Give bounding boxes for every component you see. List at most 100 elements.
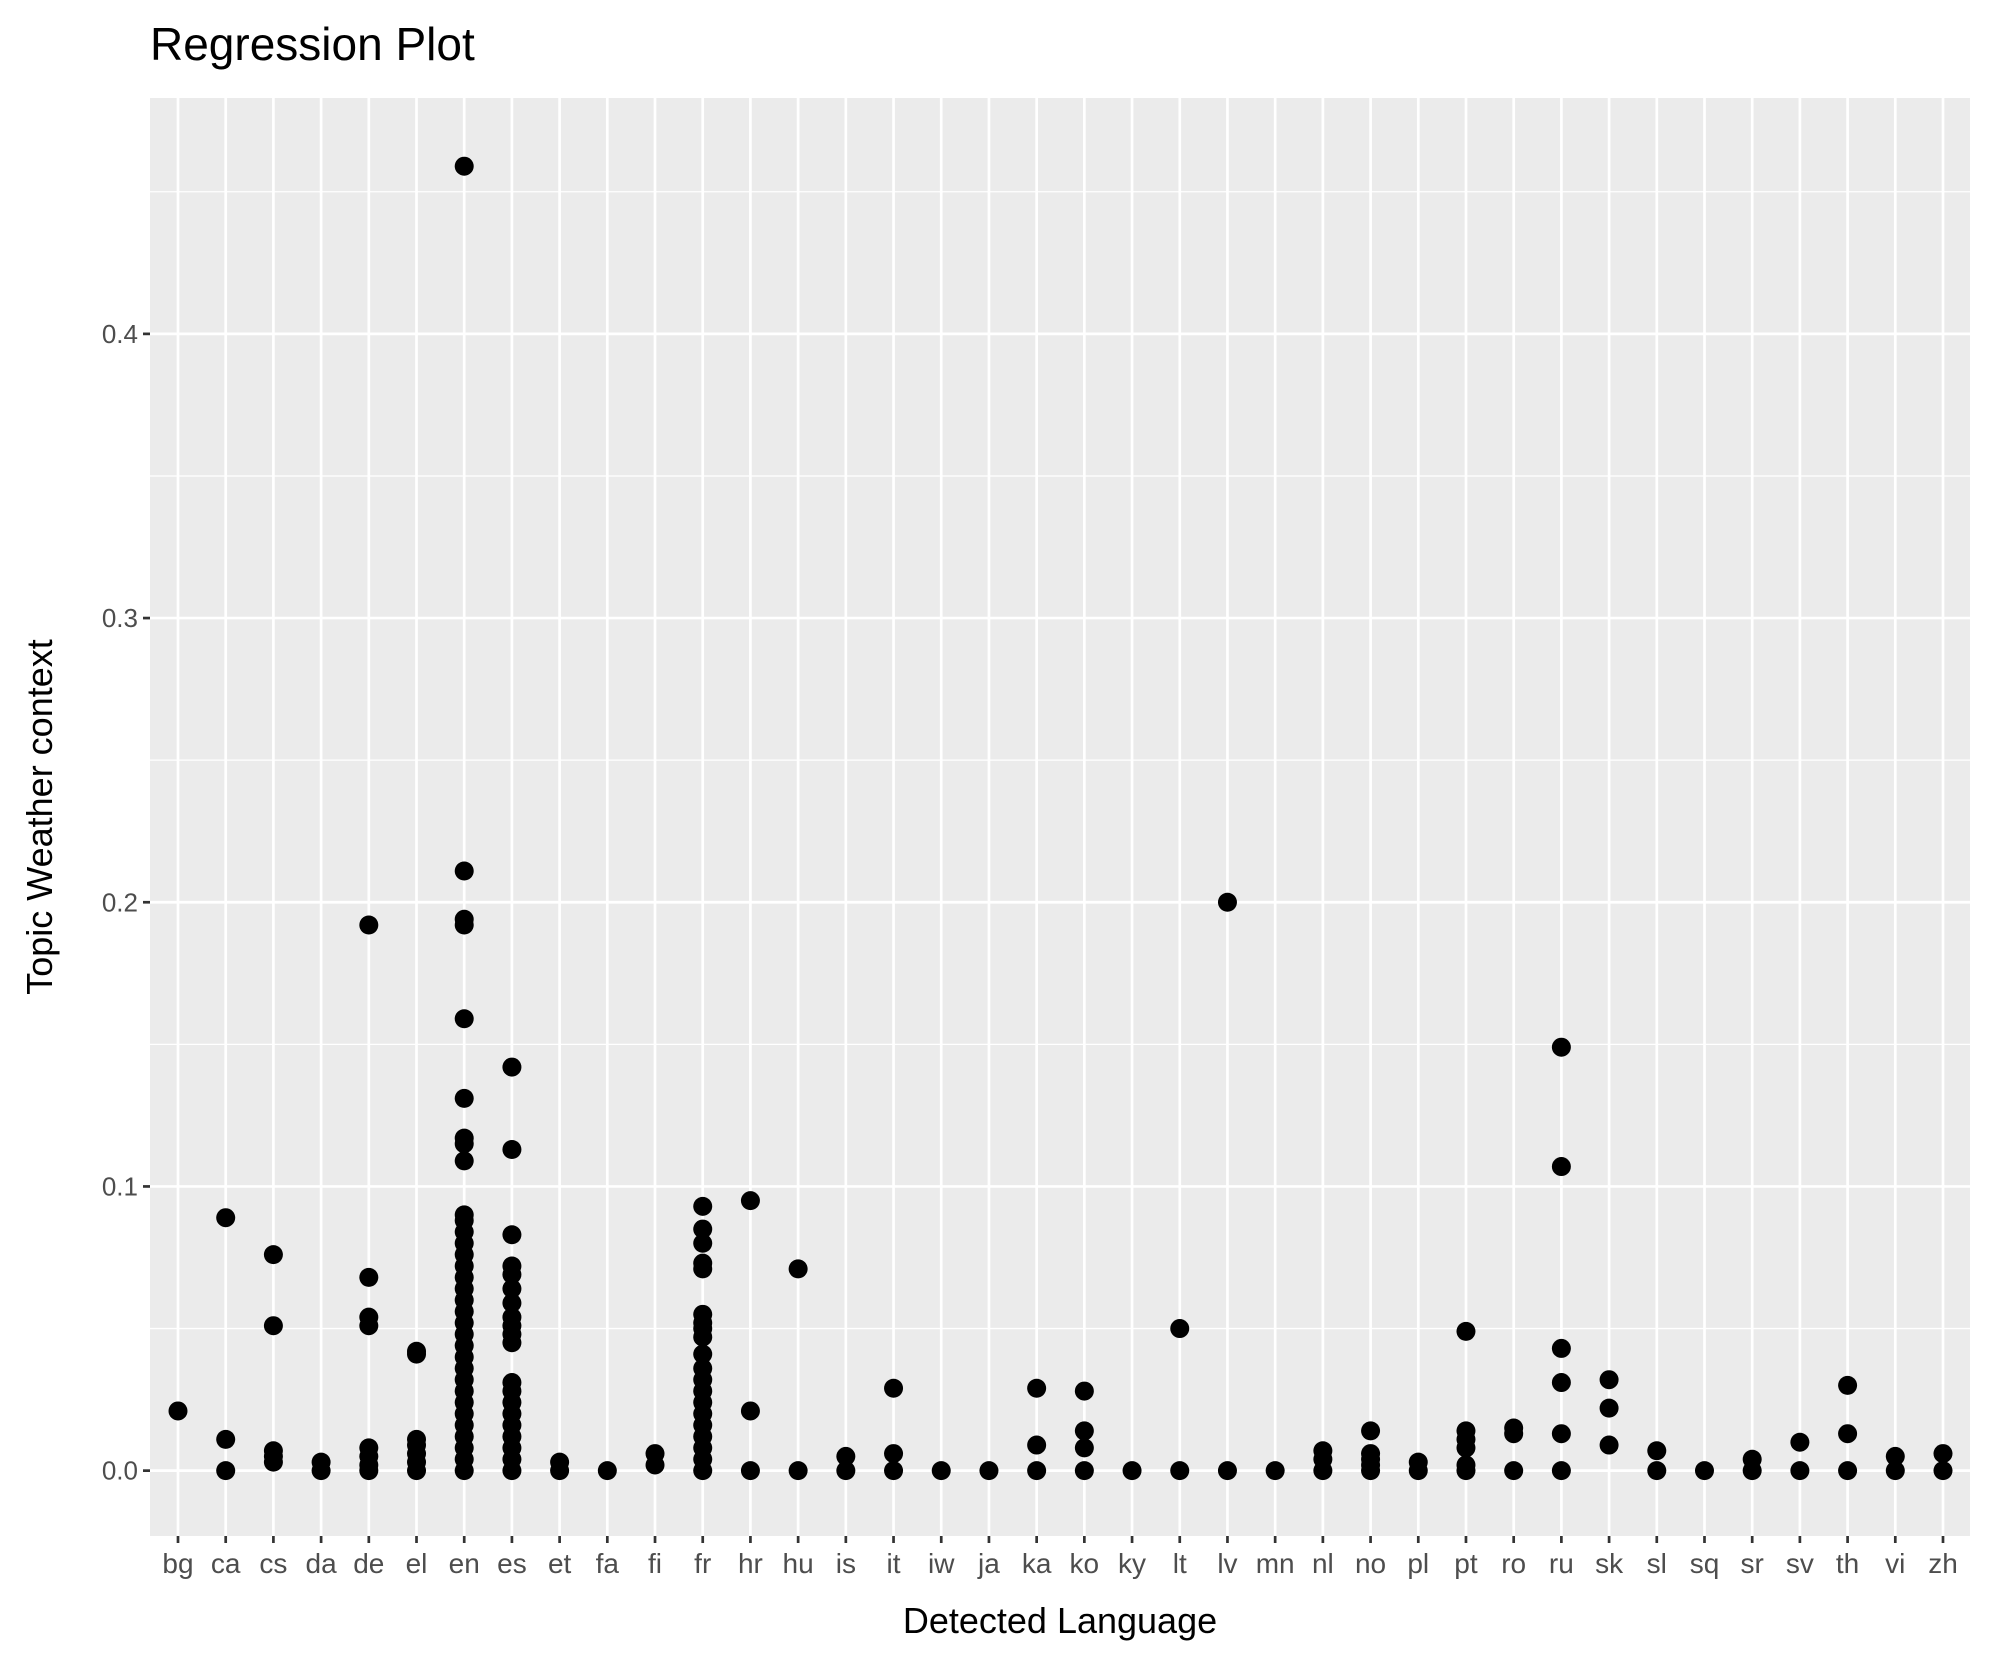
data-point-mn xyxy=(1265,1461,1285,1481)
data-point-en xyxy=(454,1151,474,1171)
data-point-fr xyxy=(693,1219,713,1239)
plot-panel xyxy=(150,98,1970,1536)
x-tick-label: ko xyxy=(1070,1548,1100,1579)
data-point-de xyxy=(359,1438,379,1458)
x-tick-label: et xyxy=(548,1548,572,1579)
x-tick-label: sv xyxy=(1786,1548,1814,1579)
chart-title: Regression Plot xyxy=(150,18,475,70)
data-point-sv xyxy=(1790,1461,1810,1481)
x-tick-label: ru xyxy=(1549,1548,1574,1579)
data-point-lv xyxy=(1217,892,1237,912)
data-point-ru xyxy=(1551,1461,1571,1481)
x-tick-label: iw xyxy=(928,1548,955,1579)
data-point-es xyxy=(502,1307,522,1327)
data-point-fa xyxy=(597,1461,617,1481)
x-tick-label: fi xyxy=(648,1548,662,1579)
x-tick-label: ro xyxy=(1501,1548,1526,1579)
x-tick-label: is xyxy=(836,1548,856,1579)
data-point-ko xyxy=(1074,1461,1094,1481)
data-point-ca xyxy=(216,1429,236,1449)
x-tick-label: lv xyxy=(1217,1548,1237,1579)
x-tick-label: sl xyxy=(1647,1548,1667,1579)
data-point-lv xyxy=(1217,1461,1237,1481)
data-point-ru xyxy=(1551,1424,1571,1444)
data-point-en xyxy=(454,1205,474,1225)
data-point-et xyxy=(550,1452,570,1472)
data-point-es xyxy=(502,1057,522,1077)
data-points xyxy=(168,156,1953,1481)
x-tick-label: it xyxy=(887,1548,901,1579)
data-point-ca xyxy=(216,1208,236,1228)
data-point-hr xyxy=(740,1401,760,1421)
data-point-en xyxy=(454,909,474,929)
y-tick-label: 0.2 xyxy=(102,887,138,917)
data-point-ka xyxy=(1027,1435,1047,1455)
data-point-fr xyxy=(693,1233,713,1253)
data-point-cs xyxy=(263,1441,283,1461)
data-point-vi xyxy=(1885,1446,1905,1466)
data-point-ja xyxy=(979,1461,999,1481)
data-point-iw xyxy=(931,1461,951,1481)
data-point-vi xyxy=(1885,1461,1905,1481)
data-point-it xyxy=(884,1461,904,1481)
data-point-es xyxy=(502,1293,522,1313)
data-point-de xyxy=(359,915,379,935)
data-point-sr xyxy=(1742,1449,1762,1469)
data-point-th xyxy=(1838,1375,1858,1395)
data-point-it xyxy=(884,1444,904,1464)
data-point-ko xyxy=(1074,1381,1094,1401)
data-point-is xyxy=(836,1461,856,1481)
data-point-ka xyxy=(1027,1461,1047,1481)
data-point-ky xyxy=(1122,1461,1142,1481)
data-point-cs xyxy=(263,1245,283,1265)
data-point-nl xyxy=(1313,1441,1333,1461)
y-tick-label: 0.3 xyxy=(102,603,138,633)
data-point-es xyxy=(502,1279,522,1299)
data-point-sl xyxy=(1647,1461,1667,1481)
x-tick-label: de xyxy=(353,1548,384,1579)
data-point-es xyxy=(502,1140,522,1160)
data-point-hr xyxy=(740,1191,760,1211)
y-axis: 0.0 0.1 0.2 0.3 0.4 xyxy=(102,319,150,1486)
data-point-hu xyxy=(788,1259,808,1279)
data-point-fr xyxy=(693,1304,713,1324)
data-point-pt xyxy=(1456,1321,1476,1341)
data-point-fr xyxy=(693,1344,713,1364)
x-tick-label: vi xyxy=(1885,1548,1905,1579)
x-tick-label: mn xyxy=(1256,1548,1295,1579)
data-point-pt xyxy=(1456,1455,1476,1475)
data-point-en xyxy=(454,156,474,176)
data-point-pl xyxy=(1408,1452,1428,1472)
data-point-sq xyxy=(1694,1461,1714,1481)
x-tick-label: el xyxy=(406,1548,428,1579)
x-axis-title: Detected Language xyxy=(903,1600,1217,1641)
data-point-pt xyxy=(1456,1421,1476,1441)
data-point-zh xyxy=(1933,1444,1953,1464)
grid-lines xyxy=(150,98,1970,1536)
data-point-es xyxy=(502,1373,522,1393)
data-point-ko xyxy=(1074,1438,1094,1458)
data-point-no xyxy=(1361,1421,1381,1441)
data-point-fr xyxy=(693,1358,713,1378)
x-tick-label: ka xyxy=(1022,1548,1052,1579)
x-tick-label: es xyxy=(497,1548,527,1579)
data-point-th xyxy=(1838,1461,1858,1481)
data-point-el xyxy=(407,1341,427,1361)
data-point-ru xyxy=(1551,1157,1571,1177)
data-point-ru xyxy=(1551,1373,1571,1393)
x-tick-label: sq xyxy=(1690,1548,1720,1579)
data-point-fr xyxy=(693,1196,713,1216)
data-point-ro xyxy=(1504,1461,1524,1481)
data-point-de xyxy=(359,1307,379,1327)
data-point-sk xyxy=(1599,1435,1619,1455)
data-point-hr xyxy=(740,1461,760,1481)
data-point-sl xyxy=(1647,1441,1667,1461)
y-axis-title: Topic Weather context xyxy=(19,639,60,995)
data-point-es xyxy=(502,1225,522,1245)
x-tick-label: sr xyxy=(1741,1548,1764,1579)
y-tick-label: 0.1 xyxy=(102,1171,138,1201)
data-point-th xyxy=(1838,1424,1858,1444)
x-tick-label: pl xyxy=(1407,1548,1429,1579)
x-axis: bg ca cs da de el en es et fa fi fr hr hu is it iw ja ka ko… xyxy=(162,1536,1958,1579)
data-point-sv xyxy=(1790,1432,1810,1452)
